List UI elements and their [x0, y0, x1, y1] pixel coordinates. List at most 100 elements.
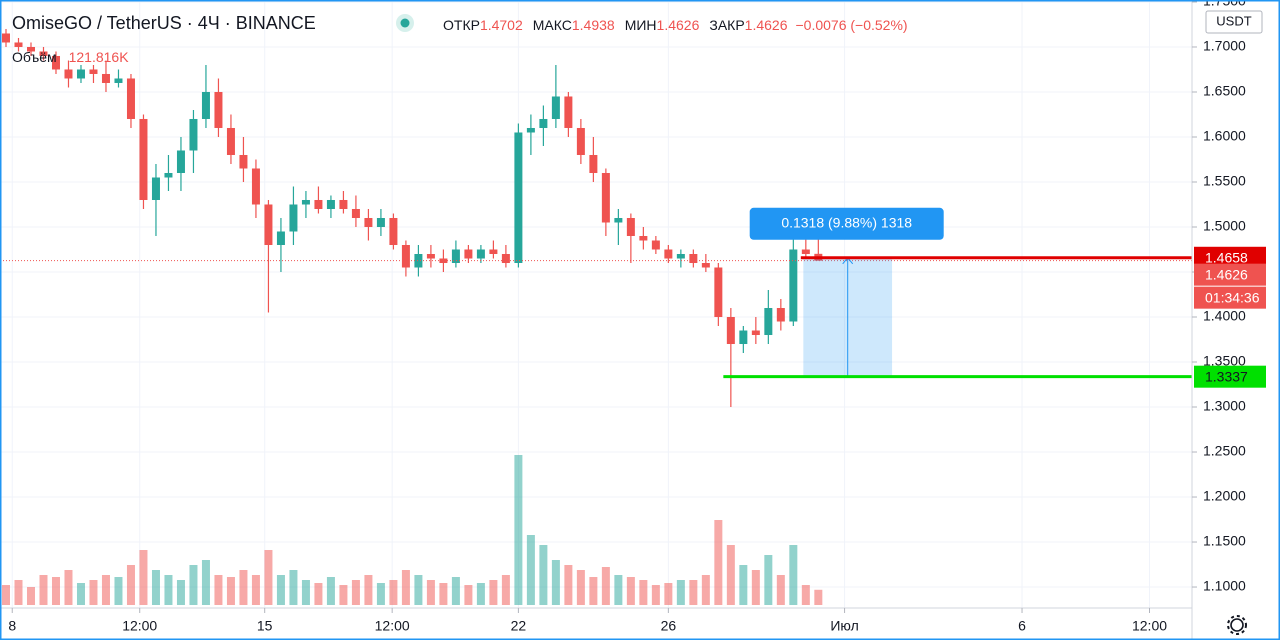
volume-bar — [151, 570, 160, 605]
candle-body — [126, 78, 135, 119]
volume-bar — [26, 587, 35, 605]
currency[interactable]: USDT — [1216, 13, 1251, 28]
candle-body — [364, 217, 373, 227]
ohlc-value: 1.4938 — [572, 17, 615, 33]
candle-body — [701, 263, 710, 268]
volume-bar — [376, 583, 385, 605]
x-tick-label: 12:00 — [1132, 618, 1167, 634]
candle-body — [426, 254, 435, 259]
candle-body — [251, 168, 260, 205]
candle-body — [414, 254, 423, 268]
volume-legend: Объём 121.816K — [12, 49, 129, 65]
candle-body — [664, 249, 673, 259]
ohlc-value: 1.4626 — [745, 17, 788, 33]
candle-body — [476, 249, 485, 259]
plot-layer: 0.1318 (9.88%) 1318 — [0, 28, 1192, 408]
candle-body — [789, 249, 798, 322]
candle-body — [776, 308, 785, 322]
volume-bar — [539, 545, 548, 605]
volume-bar — [726, 545, 735, 605]
candle-body — [339, 199, 348, 209]
volume-bar — [276, 575, 285, 605]
candle-body — [539, 118, 548, 128]
candle-body — [676, 254, 685, 259]
volume-bar — [114, 577, 123, 605]
volume-bar — [714, 520, 723, 605]
volume-bar — [226, 577, 235, 605]
candle-body — [164, 172, 173, 178]
countdown-box — [1194, 286, 1266, 309]
volume-bar — [439, 583, 448, 605]
candle-body — [501, 254, 510, 264]
candle-body — [301, 199, 310, 205]
volume-bar — [251, 575, 260, 605]
y-tick-label: 1.2500 — [1203, 443, 1246, 459]
volume-bar — [789, 545, 798, 605]
candle-body — [801, 249, 810, 255]
volume-bar — [464, 585, 473, 605]
gear[interactable] — [1230, 618, 1244, 632]
candle-body — [626, 217, 635, 236]
volume-bar — [401, 570, 410, 605]
candle-body — [376, 217, 385, 227]
axis-layer: 1.1000 1.1500 1.2000 1.2500 1.3000 1.3500 1.40… — [8, 0, 1266, 634]
gear-teeth[interactable] — [1227, 615, 1247, 635]
candle-body — [451, 249, 460, 264]
settings-icon[interactable] — [1227, 615, 1247, 635]
y-tick-label: 1.6500 — [1203, 83, 1246, 99]
candle-body — [201, 91, 210, 119]
chart-title: OmiseGO / TetherUS · 4Ч · BINANCE — [12, 13, 316, 33]
volume-bar — [626, 577, 635, 605]
candle-body — [651, 240, 660, 250]
ohlc-legend: ОТКР1.4702 МАКС1.4938 МИН1.4626 ЗАКР1.4626−… — [443, 17, 908, 33]
candle-body — [26, 46, 35, 52]
candle-body — [76, 69, 85, 79]
y-tick-label: 1.7500 — [1203, 0, 1246, 9]
volume-bar — [351, 580, 360, 605]
ohlc-label: ОТКР — [443, 17, 480, 33]
currency-box[interactable] — [1205, 10, 1263, 34]
volume-bar — [314, 583, 323, 605]
candle-body — [751, 330, 760, 336]
candle-body — [739, 330, 748, 345]
candle-body — [689, 254, 698, 264]
volume-bar — [89, 580, 98, 605]
volume-bar — [1, 585, 10, 605]
candle-body — [139, 118, 148, 200]
volume-bar — [289, 570, 298, 605]
candle-body — [289, 204, 298, 232]
volume-bar — [501, 575, 510, 605]
last-price: 1.4626 — [1205, 266, 1248, 282]
candle-body — [64, 69, 73, 79]
x-tick-label: 22 — [511, 618, 527, 634]
x-tick-label: 12:00 — [375, 618, 410, 634]
y-tick-label: 1.3500 — [1203, 353, 1246, 369]
candle-body — [189, 118, 198, 151]
volume-bar — [451, 577, 460, 605]
candle-body — [576, 127, 585, 155]
candle-body — [714, 267, 723, 318]
volume-bar — [776, 575, 785, 605]
volume-bar — [426, 580, 435, 605]
ohlc-label: ЗАКР — [709, 17, 744, 33]
volume-bar — [364, 575, 373, 605]
volume-bar — [701, 575, 710, 605]
candle-body — [101, 73, 110, 83]
x-tick-label: 26 — [661, 618, 677, 634]
ohlc-value: 1.4702 — [480, 17, 523, 33]
candle-body — [389, 217, 398, 246]
lower-price: 1.3337 — [1205, 368, 1248, 384]
volume-bar — [176, 580, 185, 605]
candle-body — [589, 154, 598, 173]
volume-last: 121.816K — [69, 49, 130, 65]
candle-body — [551, 96, 560, 119]
y-tick-label: 1.2000 — [1203, 488, 1246, 504]
volume-bar — [51, 577, 60, 605]
volume-bar — [164, 575, 173, 605]
volume-bar — [139, 550, 148, 605]
candle-body — [214, 91, 223, 128]
last-price-box — [1194, 263, 1266, 286]
candle-body — [89, 69, 98, 74]
y-tick-label: 1.6000 — [1203, 128, 1246, 144]
